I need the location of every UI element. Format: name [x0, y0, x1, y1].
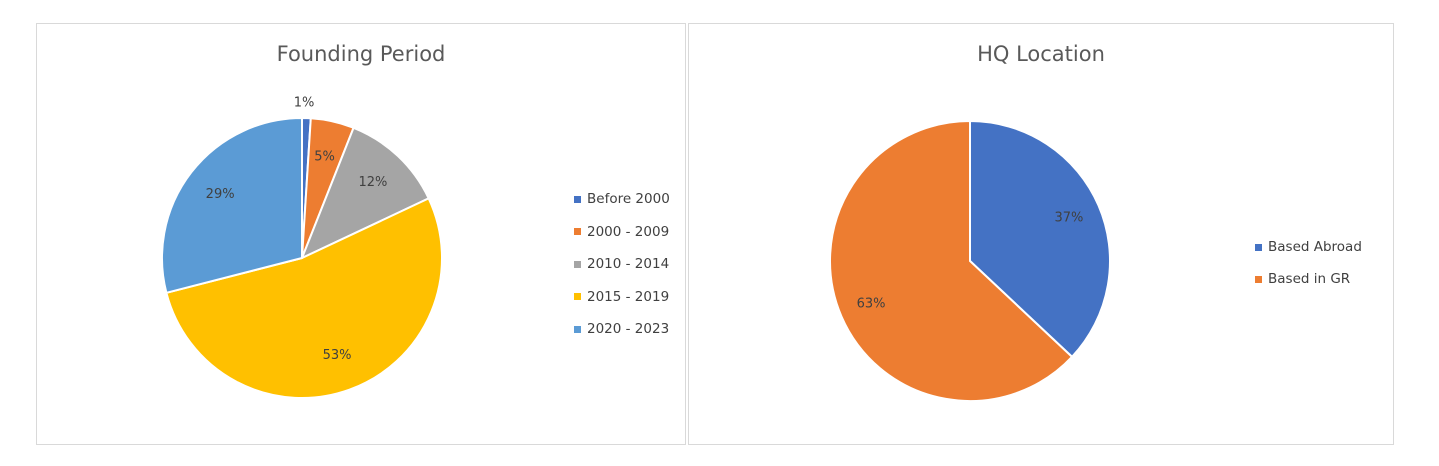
legend-item-before-2000: Before 2000 [574, 183, 670, 216]
legend-swatch [1255, 243, 1262, 251]
legend-swatch [1255, 275, 1262, 283]
legend-label: Based in GR [1268, 271, 1351, 287]
data-label-2020-2023: 29% [206, 187, 235, 202]
legend-item-2010-2014: 2010 - 2014 [574, 248, 670, 281]
hq-location-chart: HQ Location 37% 63% Based Abroad Based in … [688, 23, 1394, 445]
legend-item-based-abroad: Based Abroad [1255, 231, 1362, 263]
data-label-2015-2019: 53% [323, 348, 352, 363]
data-label-before-2000: 1% [294, 96, 315, 111]
chart-title: HQ Location [977, 42, 1105, 66]
legend-item-based-in-gr: Based in GR [1255, 263, 1362, 295]
data-label-2010-2014: 12% [358, 175, 387, 190]
legend-swatch [574, 195, 581, 203]
legend-item-2000-2009: 2000 - 2009 [574, 216, 670, 249]
pie-slice-based-abroad [969, 119, 1112, 359]
legend: Before 2000 2000 - 2009 2010 - 2014 2015 - … [574, 183, 670, 346]
legend-label: Before 2000 [587, 191, 670, 208]
legend-swatch [574, 325, 581, 333]
pie-slice-2015-2019 [165, 197, 443, 399]
legend-swatch [574, 228, 581, 236]
legend-label: Based Abroad [1268, 239, 1362, 255]
legend-item-2015-2019: 2015 - 2019 [574, 281, 670, 314]
legend-label: 2015 - 2019 [587, 288, 670, 305]
founding-period-chart: Founding Period 1% 5% 12% 53% 29% Before 200… [36, 23, 686, 445]
legend-swatch [574, 293, 581, 301]
legend-swatch [574, 260, 581, 268]
chart-title: Founding Period [276, 42, 446, 66]
legend-label: 2010 - 2014 [587, 256, 670, 273]
pie-slice-2020-2023 [161, 116, 303, 295]
hq-location-pie: 37% 63% [829, 119, 1112, 402]
legend: Based Abroad Based in GR [1255, 231, 1362, 295]
data-label-based-in-gr: 63% [857, 296, 886, 311]
legend-label: 2000 - 2009 [587, 223, 670, 240]
legend-label: 2020 - 2023 [587, 321, 670, 338]
pie-slice-2010-2014 [300, 126, 431, 260]
data-label-2000-2009: 5% [314, 149, 335, 164]
data-label-based-abroad: 37% [1054, 211, 1083, 226]
founding-period-pie: 1% 5% 12% 53% 29% [161, 96, 443, 399]
legend-item-2020-2023: 2020 - 2023 [574, 313, 670, 346]
pie-slice-based-in-gr [829, 119, 1074, 402]
